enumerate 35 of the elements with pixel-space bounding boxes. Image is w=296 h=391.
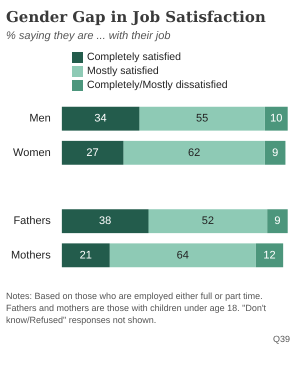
bar <box>62 106 140 131</box>
bar <box>256 243 284 268</box>
text: Q39 <box>272 333 291 344</box>
bar <box>123 140 265 165</box>
legend-label: Mostly satisfied <box>87 65 159 77</box>
y-tick-label: Fathers <box>13 215 52 228</box>
bar <box>267 209 288 234</box>
bar <box>62 140 124 165</box>
data-label: 55 <box>196 112 208 125</box>
data-label: 12 <box>263 249 276 262</box>
data-label: 21 <box>80 249 92 262</box>
data-label: 52 <box>202 215 214 228</box>
bar <box>110 243 256 268</box>
chart-title: Gender Gap in Job Satisfaction <box>5 7 267 28</box>
data-label: 34 <box>94 112 107 125</box>
y-tick-label: Women <box>13 146 51 159</box>
text: Notes: Based on those who are employed either full or part time. Fathers and mothers are those with children under age 18. "Don't know/Refused" responses not shown. <box>5 290 268 326</box>
bar <box>264 106 288 131</box>
bar <box>148 209 268 234</box>
chart-subtitle: % saying they are ... with their job <box>5 29 172 44</box>
data-label: 9 <box>274 215 281 228</box>
data-label: 62 <box>188 146 200 159</box>
bar <box>62 243 110 268</box>
y-tick-label: Mothers <box>10 249 52 262</box>
data-label: 64 <box>176 249 189 262</box>
data-label: 38 <box>98 215 112 228</box>
legend-label: Completely satisfied <box>87 51 181 63</box>
bar <box>264 140 286 165</box>
data-label: 27 <box>86 146 99 159</box>
bar <box>139 106 265 131</box>
data-label: 10 <box>270 112 282 125</box>
y-tick-label: Men <box>29 112 51 125</box>
data-label: 9 <box>272 146 278 159</box>
legend-label: Completely/Mostly dissatisfied <box>87 79 228 91</box>
bar <box>62 209 148 234</box>
